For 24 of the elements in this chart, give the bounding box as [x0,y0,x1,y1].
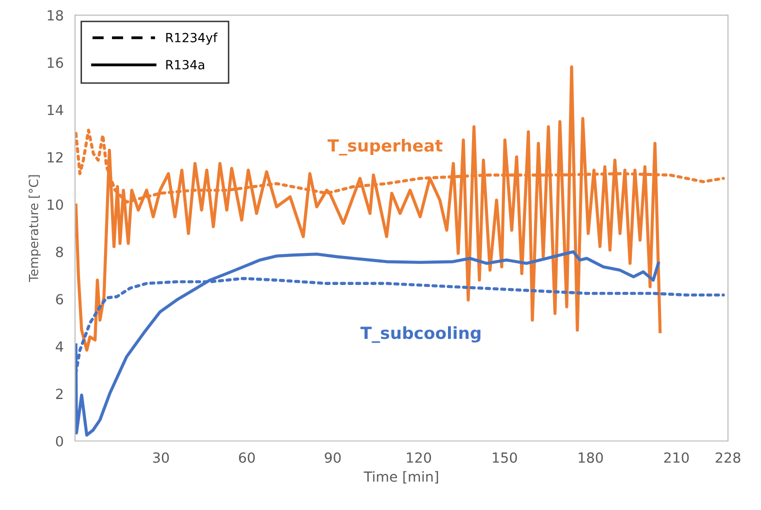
y-tick-label: 2 [56,388,63,399]
y-tick-label: 14 [48,104,64,116]
y-tick-label: 8 [56,246,63,258]
x-tick-label: 120 [406,452,432,463]
annotation: R134a [166,60,204,70]
x-tick-label: 30 [153,452,169,463]
x-tick-label: 210 [664,452,689,463]
x-tick-label: 90 [324,452,341,463]
y-axis-title: Temperature [°C] [28,175,41,282]
y-tick-label: 10 [48,199,63,210]
x-tick-label: 180 [578,452,603,463]
x-tick-label: 150 [492,452,517,463]
x-tick-label: 60 [238,452,255,463]
y-tick-label: 4 [56,342,64,352]
y-tick-label: 6 [56,294,64,305]
y-tick-label: 0 [56,436,63,446]
annotation: T_superheat [328,138,442,156]
annotation: T_subcooling [360,326,480,343]
annotation: R1234yf [166,32,218,45]
y-tick-label: 12 [48,152,63,162]
x-axis-title: Time [min] [364,471,438,484]
y-tick-label: 16 [48,57,64,68]
y-tick-label: 18 [48,10,63,21]
x-tick-label: 228 [716,452,740,463]
